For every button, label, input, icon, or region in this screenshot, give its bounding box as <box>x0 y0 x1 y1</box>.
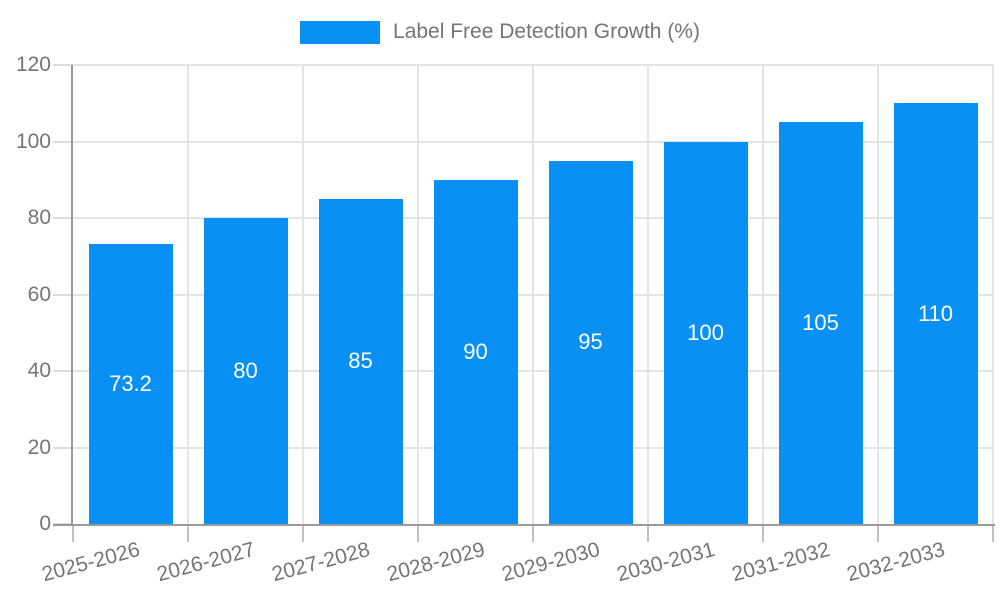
x-axis-tick <box>647 524 649 542</box>
bar-value-label: 73.2 <box>109 370 152 396</box>
bar-value-label: 90 <box>463 338 488 364</box>
x-axis-tick-label: 2027-2028 <box>269 538 373 587</box>
y-axis-tick-label: 0 <box>39 512 51 535</box>
y-axis-tick <box>53 140 73 143</box>
x-axis-tick-label: 2030-2031 <box>614 538 718 587</box>
y-axis-tick <box>53 446 73 449</box>
x-axis-tick-label: 2032-2033 <box>844 538 948 587</box>
y-axis-tick-label: 40 <box>27 359 51 382</box>
bar-value-label: 95 <box>578 329 603 355</box>
bar-2030-2031: 100 <box>663 141 748 524</box>
bar-value-label: 100 <box>687 319 724 345</box>
x-axis-tick <box>762 524 764 542</box>
y-axis-line <box>71 65 73 524</box>
bar-value-label: 85 <box>348 348 373 374</box>
x-axis-tick <box>877 524 879 542</box>
bar-2027-2028: 85 <box>318 198 403 524</box>
bar-2025-2026: 73.2 <box>88 244 173 524</box>
x-axis-tick-label: 2029-2030 <box>499 538 603 587</box>
bar-value-label: 80 <box>233 358 258 383</box>
gridline-vertical <box>877 65 879 524</box>
x-axis-tick-label: 2026-2027 <box>154 538 258 587</box>
y-axis-tick <box>53 217 73 219</box>
gridline-vertical <box>992 65 994 524</box>
bar-value-label: 110 <box>917 300 954 326</box>
bar-2032-2033: 110 <box>893 103 978 524</box>
legend-swatch <box>300 20 381 44</box>
bar-value-label: 105 <box>802 310 839 336</box>
bar-2029-2030: 95 <box>548 160 633 524</box>
x-axis-tick-label: 2031-2032 <box>729 538 833 587</box>
x-axis-tick <box>72 524 74 542</box>
x-axis-line <box>53 524 995 526</box>
y-axis-tick <box>53 293 73 296</box>
bar-2031-2032: 105 <box>778 122 863 524</box>
legend[interactable]: Label Free Detection Growth (%) <box>0 19 1000 45</box>
y-axis-tick-label: 20 <box>27 435 51 459</box>
gridline-vertical <box>302 65 304 524</box>
gridline-vertical <box>532 65 534 524</box>
x-axis-tick-label: 2025-2026 <box>39 538 143 587</box>
bar-2028-2029: 90 <box>433 179 518 524</box>
x-axis-tick <box>187 524 189 542</box>
x-axis-tick <box>417 524 419 542</box>
gridline-vertical <box>417 65 419 524</box>
x-axis-tick-label: 2028-2029 <box>384 538 488 587</box>
y-axis-tick-label: 120 <box>15 53 51 76</box>
y-axis-tick <box>53 370 73 372</box>
y-axis-tick-label: 80 <box>27 206 51 229</box>
bar-2026-2027: 80 <box>203 218 288 524</box>
y-axis-tick <box>53 64 73 66</box>
y-axis-tick-label: 100 <box>15 129 51 153</box>
gridline-vertical <box>187 65 189 524</box>
x-axis-tick <box>992 524 994 542</box>
gridline-vertical <box>762 65 764 524</box>
x-axis-tick <box>532 524 534 542</box>
x-axis-tick <box>302 524 304 542</box>
y-axis-tick-label: 60 <box>27 282 51 306</box>
legend-label: Label Free Detection Growth (%) <box>393 20 700 43</box>
gridline-vertical <box>647 65 649 524</box>
